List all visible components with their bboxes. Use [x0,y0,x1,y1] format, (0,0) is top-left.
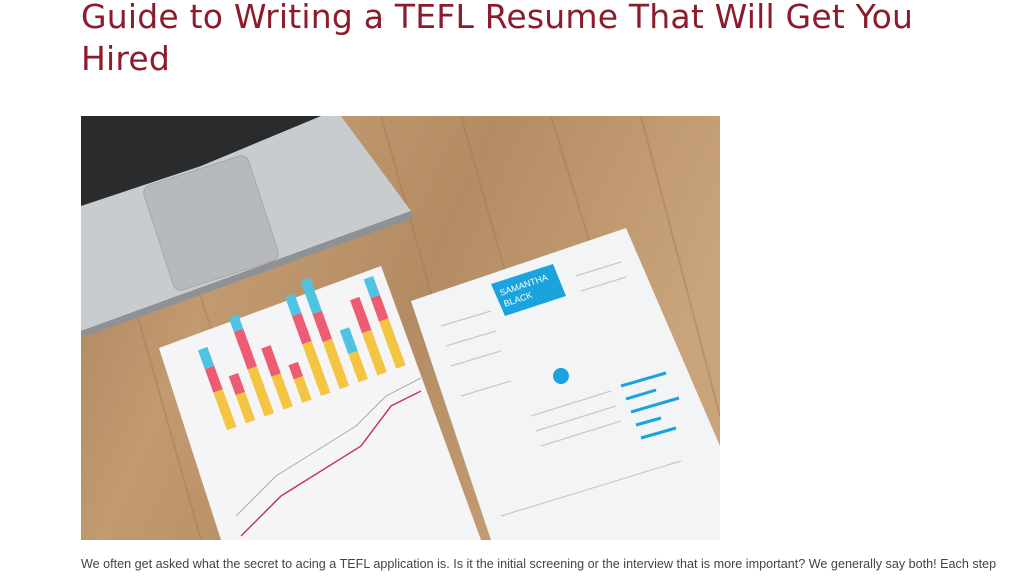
hero-image: SAMANTHA BLACK [81,116,720,540]
page-title: Guide to Writing a TEFL Resume That Will… [81,0,914,78]
chart-paper [159,266,481,540]
laptop [81,116,413,338]
intro-paragraph: We often get asked what the secret to ac… [81,557,997,571]
resume-paper: SAMANTHA BLACK [411,228,720,540]
